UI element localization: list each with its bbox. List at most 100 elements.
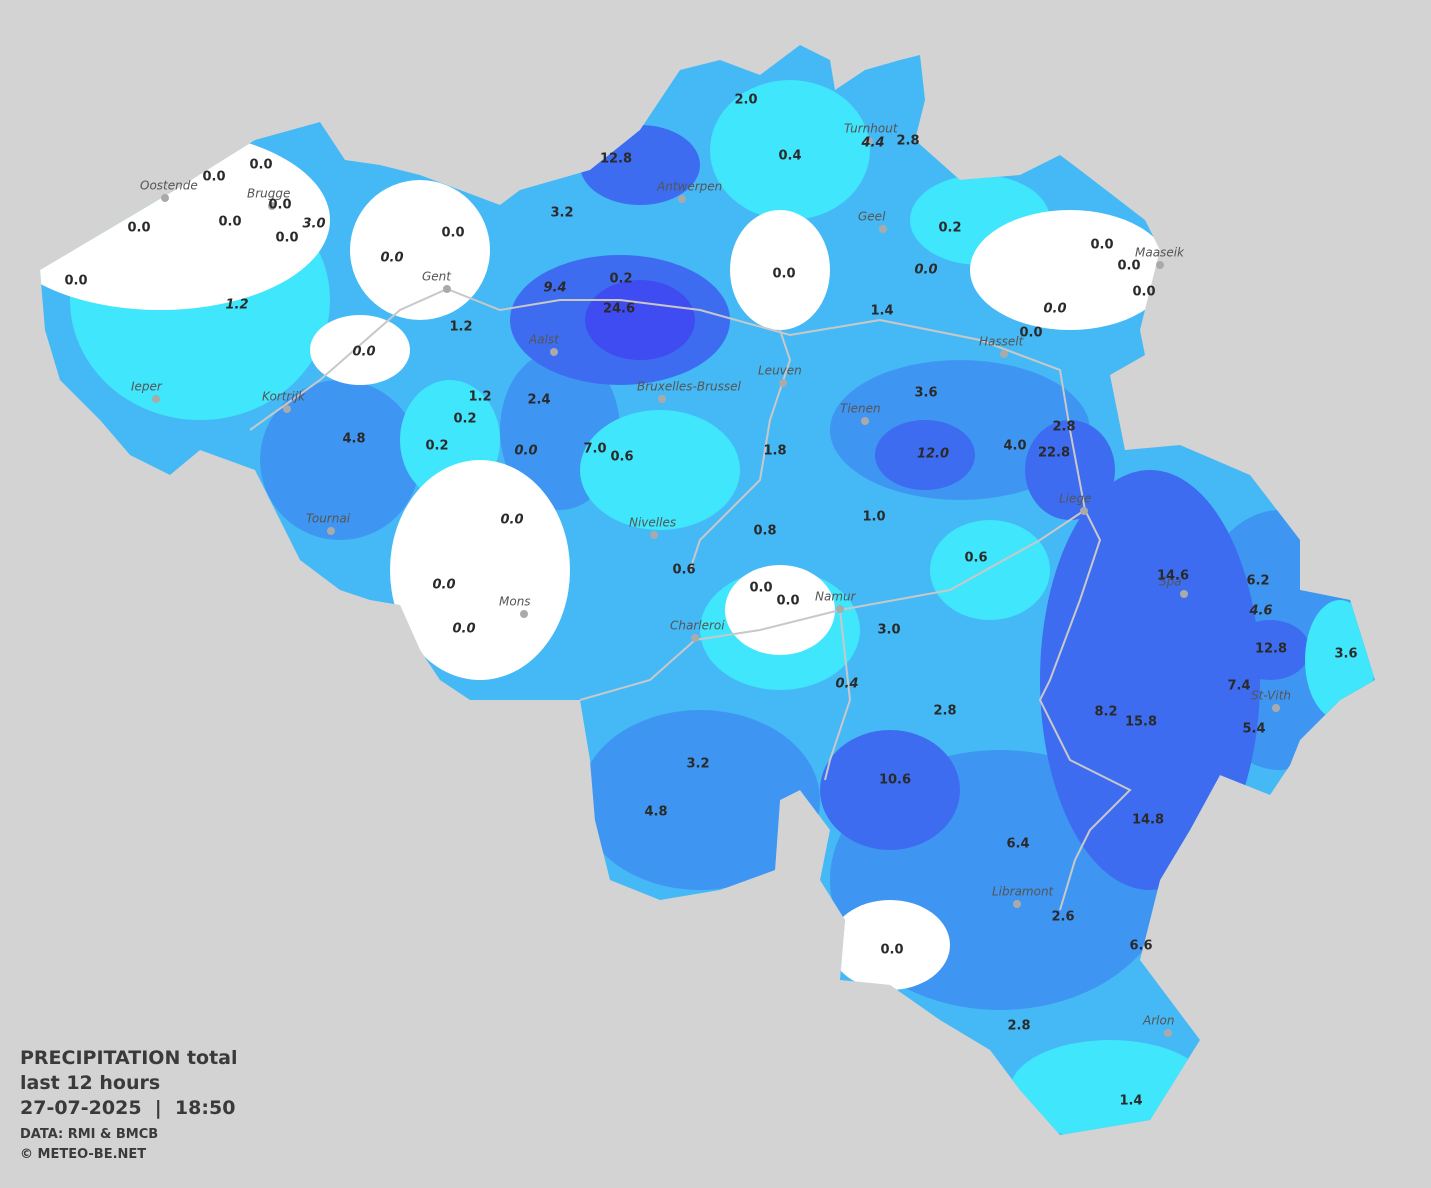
station-value: 1.2 [225,298,248,313]
station-value: 0.0 [268,198,291,213]
station-value: 12.8 [1255,642,1287,657]
city-name: Antwerpen [656,180,722,194]
station-value: 0.2 [938,221,961,236]
station-value: 0.0 [914,263,937,278]
station-value: 4.6 [1248,604,1272,619]
station-value: 6.2 [1246,574,1269,589]
city-dot [268,202,276,210]
station-value: 1.2 [468,390,491,405]
station-value: 1.8 [763,444,786,459]
legend-datetime: 27-07-2025 | 18:50 [20,1097,235,1119]
station-value: 3.0 [877,623,900,638]
station-value: 3.0 [302,217,325,232]
station-value: 5.4 [1242,722,1265,737]
city-dot [1164,1029,1172,1037]
station-value: 2.8 [1052,420,1075,435]
city-dot [1156,261,1164,269]
station-value: 7.0 [583,442,606,457]
station-value: 0.0 [514,444,537,459]
station-value: 0.0 [749,581,772,596]
city-name: Liege [1059,492,1091,506]
station-value: 14.8 [1132,813,1164,828]
station-value: 0.2 [453,412,476,427]
city-name: Turnhout [844,122,899,136]
station-value: 10.6 [879,773,911,788]
station-value: 3.2 [686,757,709,772]
city-dot [836,605,844,613]
city-dot [1180,590,1188,598]
city-name: Geel [858,210,886,224]
station-value: 0.0 [380,251,403,266]
station-value: 12.8 [600,152,632,167]
station-value: 6.6 [1129,939,1152,954]
labels: Oostende Brugge Antwerpen Turnhout Geel Maase… [64,93,1357,1109]
station-value: 0.0 [441,226,464,241]
legend-title: PRECIPITATION total [20,1047,238,1069]
station-value: 2.0 [734,93,757,108]
station-value: 14.6 [1157,569,1189,584]
city-name: St-Vith [1251,689,1291,703]
station-value: 0.0 [352,345,375,360]
legend: PRECIPITATION total last 12 hours 27-07-… [20,1047,238,1162]
station-value: 0.2 [609,272,632,287]
city-dot [865,137,873,145]
city-dot [283,405,291,413]
station-value: 3.6 [914,386,937,401]
station-value: 1.4 [1119,1094,1142,1109]
station-value: 12.0 [917,447,949,462]
city-dot [1080,507,1088,515]
city-dot [443,285,451,293]
station-value: 2.8 [896,134,919,149]
station-value: 0.0 [202,170,225,185]
station-value: 0.0 [500,513,523,528]
station-value: 2.8 [1007,1019,1030,1034]
station-value: 3.6 [1334,647,1357,662]
station-value: 0.0 [1132,285,1155,300]
station-value: 0.0 [64,274,87,289]
city-name: Hasselt [979,335,1025,349]
station-value: 0.0 [452,622,475,637]
station-value: 0.4 [778,149,801,164]
station-value: 0.0 [218,215,241,230]
city-name: Nivelles [629,516,676,530]
station-value: 1.0 [862,510,885,525]
city-dot [779,379,787,387]
city-name: Ieper [131,380,163,394]
city-name: Oostende [140,179,198,193]
city-dot [879,225,887,233]
station-value: 0.0 [1043,302,1066,317]
station-value: 0.6 [964,551,987,566]
city-name: Tournai [306,512,351,526]
city-dot [678,195,686,203]
station-value: 4.8 [342,432,365,447]
city-name: Brugge [247,187,290,201]
city-dot [152,395,160,403]
city-name: Arlon [1142,1014,1174,1028]
station-value: 0.8 [753,524,776,539]
station-value: 1.2 [449,320,472,335]
city-name: Namur [815,590,857,604]
city-dot [1000,350,1008,358]
legend-copyright: © METEO-BE.NET [20,1147,146,1162]
city-dot [520,610,528,618]
station-value: 0.4 [835,677,858,692]
city-name: Charleroi [670,619,725,633]
legend-period: last 12 hours [20,1072,160,1094]
station-value: 0.0 [432,578,455,593]
station-value: 0.0 [1090,238,1113,253]
station-value: 2.6 [1051,910,1074,925]
city-name: Tienen [840,402,881,416]
city-name: Aalst [528,333,560,347]
station-value: 9.4 [543,281,566,296]
city-name: Leuven [758,364,802,378]
station-value: 0.0 [1019,326,1042,341]
city-dot [658,395,666,403]
city-dot [861,417,869,425]
station-value: 2.8 [933,704,956,719]
city-dot [161,194,169,202]
city-dot [1272,704,1280,712]
station-value: 0.0 [1117,259,1140,274]
city-dot [550,348,558,356]
